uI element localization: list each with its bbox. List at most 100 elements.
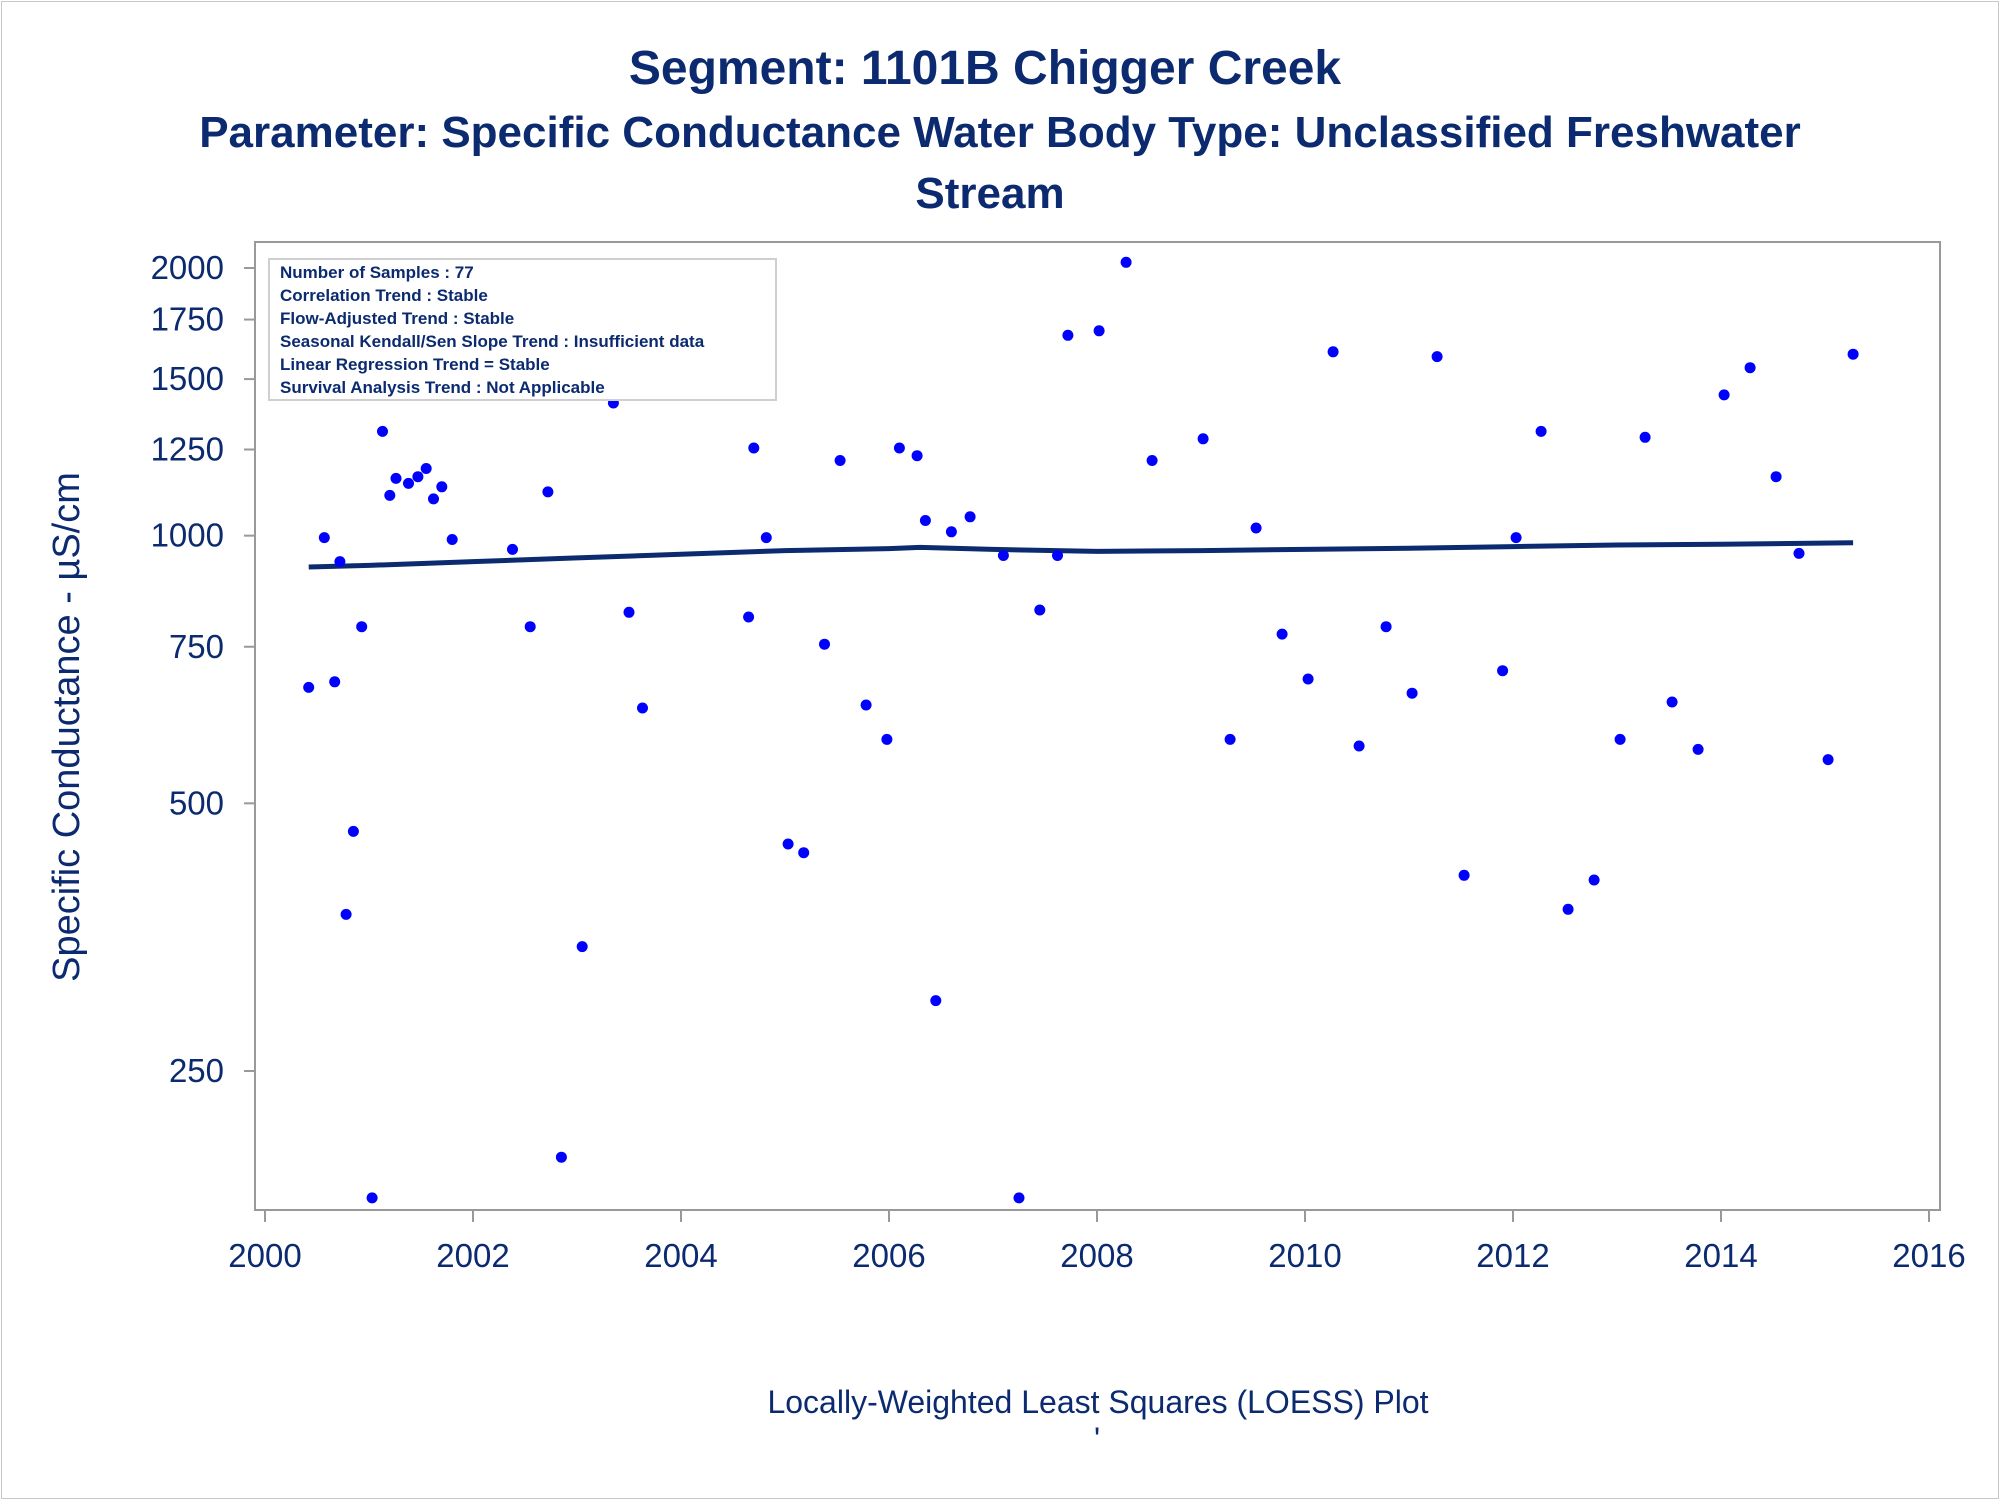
loess-layer	[308, 540, 1854, 570]
data-point	[748, 442, 760, 454]
data-point	[1458, 869, 1470, 881]
data-point	[1847, 348, 1859, 360]
data-point	[1692, 743, 1704, 755]
data-point	[945, 526, 957, 538]
data-point	[340, 908, 352, 920]
chart-footer: Locally-Weighted Least Squares (LOESS) P…	[767, 1384, 1428, 1420]
footer-mark: '	[1094, 1421, 1100, 1457]
data-point	[1718, 389, 1730, 401]
x-tick-label: 2014	[1684, 1237, 1757, 1274]
data-point	[390, 472, 402, 484]
data-point	[1062, 329, 1074, 341]
chart-subtitle-line-2: Stream	[915, 169, 1064, 218]
data-point	[893, 442, 905, 454]
data-point	[1120, 256, 1132, 268]
data-point	[637, 702, 648, 714]
data-point	[1276, 628, 1288, 640]
y-axis-label: Specific Conductance - µS/cm	[46, 472, 88, 982]
y-tick-label: 250	[169, 1052, 224, 1089]
data-point	[760, 532, 772, 544]
y-axis: 250 500 750 1000 1250 1500 1750 2000	[151, 249, 255, 1089]
data-point	[1327, 346, 1339, 358]
x-tick-label: 2006	[852, 1237, 925, 1274]
data-point	[347, 825, 359, 837]
data-point	[366, 1192, 378, 1204]
data-point	[555, 1151, 567, 1163]
chart-subtitle-line-1: Parameter: Specific Conductance Water Bo…	[199, 108, 1801, 157]
data-point	[428, 493, 439, 505]
data-point	[743, 611, 755, 623]
data-point	[623, 606, 635, 618]
data-point	[881, 733, 893, 745]
data-point	[384, 489, 396, 501]
data-point	[1535, 425, 1547, 437]
data-point	[1793, 547, 1805, 559]
data-point	[1431, 351, 1443, 363]
y-tick-label: 1500	[151, 360, 224, 397]
data-point	[819, 638, 830, 650]
data-point	[1562, 903, 1574, 915]
data-point	[919, 515, 931, 526]
data-point	[420, 463, 432, 474]
data-point	[1639, 431, 1651, 443]
x-tick-label: 2016	[1892, 1237, 1965, 1274]
data-point	[798, 847, 810, 859]
data-point	[377, 425, 388, 437]
y-tick-label: 750	[169, 628, 224, 665]
data-point	[782, 838, 794, 850]
stats-line-flow-adjusted: Flow-Adjusted Trend : Stable	[280, 309, 514, 328]
stats-line-correlation: Correlation Trend : Stable	[280, 286, 488, 305]
y-tick-label: 1000	[151, 517, 224, 554]
data-point	[334, 556, 346, 568]
data-point	[356, 621, 368, 633]
y-tick-label: 2000	[151, 249, 224, 286]
data-point	[329, 676, 341, 688]
x-tick-label: 2008	[1060, 1237, 1133, 1274]
data-point	[1770, 471, 1782, 483]
data-point	[1744, 362, 1756, 374]
points-layer	[303, 256, 1859, 1204]
data-point	[318, 532, 330, 544]
data-point	[1250, 522, 1262, 534]
data-point	[1666, 696, 1678, 708]
y-tick-label: 1750	[151, 301, 224, 338]
data-point	[1013, 1192, 1025, 1204]
data-point	[1353, 740, 1365, 752]
data-point	[997, 550, 1009, 561]
stats-line-seasonal-kendall: Seasonal Kendall/Sen Slope Trend : Insuf…	[280, 332, 705, 351]
data-point	[860, 699, 872, 711]
data-point	[403, 477, 414, 489]
data-point	[1588, 874, 1600, 886]
data-point	[1614, 733, 1626, 745]
data-point	[1224, 733, 1236, 745]
x-tick-label: 2010	[1268, 1237, 1341, 1274]
data-point	[542, 486, 554, 498]
x-tick-label: 2004	[644, 1237, 717, 1274]
data-point	[1406, 687, 1418, 699]
data-point	[446, 534, 458, 545]
chart-title: Segment: 1101B Chigger Creek	[629, 42, 1342, 95]
loess-line	[308, 540, 1854, 570]
data-point	[834, 455, 846, 466]
data-point	[1497, 665, 1509, 677]
stats-box: Number of Samples : 77 Correlation Trend…	[268, 258, 777, 401]
data-point	[524, 621, 536, 633]
y-tick-label: 1250	[151, 430, 224, 467]
data-point	[1034, 604, 1046, 616]
data-point	[576, 941, 588, 953]
data-point	[1822, 754, 1834, 766]
y-tick-label: 500	[169, 784, 224, 821]
x-tick-label: 2000	[228, 1237, 301, 1274]
plot-area	[254, 241, 1941, 1211]
data-point	[1093, 325, 1105, 337]
stats-box-border	[268, 258, 777, 401]
data-point	[930, 995, 942, 1007]
data-point	[1197, 433, 1209, 445]
data-point	[1052, 550, 1063, 561]
data-point	[436, 481, 448, 493]
data-point	[911, 450, 923, 462]
x-tick-label: 2002	[436, 1237, 509, 1274]
stats-line-samples: Number of Samples : 77	[280, 263, 474, 282]
data-point	[507, 543, 518, 555]
